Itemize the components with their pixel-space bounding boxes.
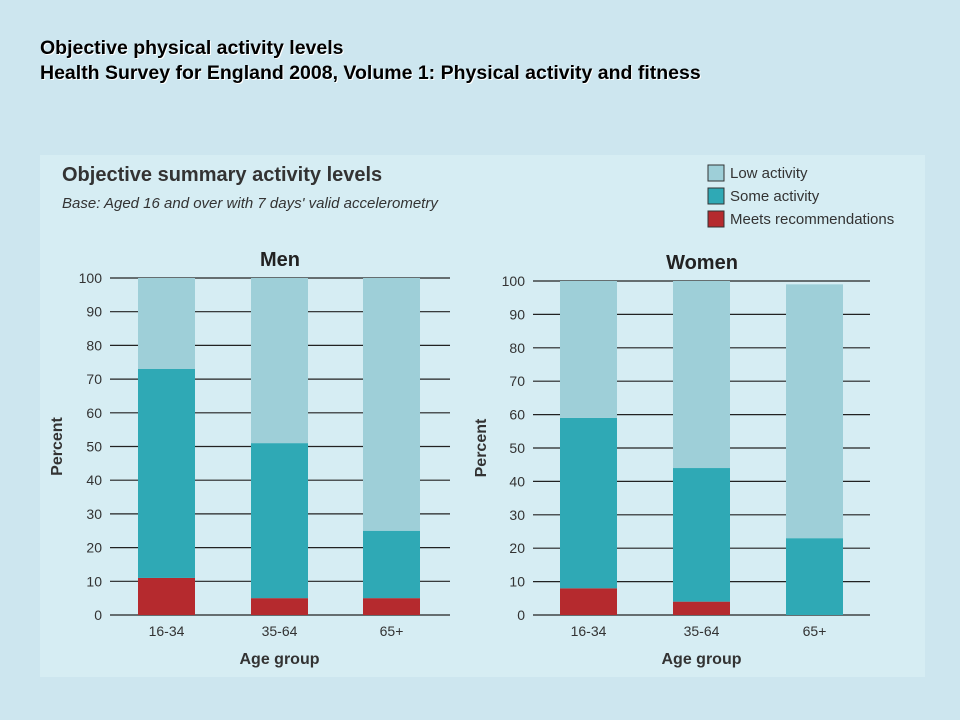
- y-tick-label: 0: [94, 607, 102, 623]
- x-tick-label: 65+: [803, 623, 827, 639]
- bar-segment: [363, 530, 420, 599]
- x-tick-label: 16-34: [571, 623, 607, 639]
- chart-title: Men: [260, 249, 300, 271]
- legend-swatch: [707, 210, 725, 228]
- bar-segment: [673, 281, 730, 469]
- legend-swatch: [707, 187, 725, 205]
- y-axis-label: Percent: [473, 418, 490, 477]
- bar-segment: [560, 588, 617, 615]
- figure-panel: Objective summary activity levels Base: …: [40, 155, 925, 677]
- bar-segment: [673, 601, 730, 615]
- bar-segment: [138, 368, 195, 578]
- bar-segment: [363, 278, 420, 531]
- y-tick-label: 80: [509, 340, 525, 356]
- y-tick-label: 50: [509, 440, 525, 456]
- x-tick-label: 65+: [380, 623, 404, 639]
- y-tick-label: 10: [86, 573, 102, 589]
- y-tick-label: 70: [86, 371, 102, 387]
- bar-segment: [138, 577, 195, 615]
- y-tick-label: 50: [86, 439, 102, 455]
- y-tick-label: 100: [502, 273, 526, 289]
- bar-segment: [138, 278, 195, 369]
- chart-women: Women 0 10 20 30 40 50 60 70 80 90 100 16-34 35-64 65+…: [473, 252, 870, 668]
- figure-subtitle: Base: Aged 16 and over with 7 days' vali…: [62, 195, 439, 212]
- y-tick-label: 90: [509, 306, 525, 322]
- figure-title: Objective summary activity levels: [62, 164, 382, 186]
- y-tick-label: 100: [79, 270, 103, 286]
- y-tick-label: 30: [86, 506, 102, 522]
- y-tick-label: 80: [86, 337, 102, 353]
- slide-title-line-1: Objective physical activity levels: [40, 37, 344, 59]
- figure-svg: Objective summary activity levels Base: …: [49, 164, 894, 668]
- x-tick-label: 35-64: [684, 623, 720, 639]
- legend: Low activity Some activity Meets recommend…: [707, 164, 894, 228]
- bar-segment: [251, 443, 308, 599]
- y-tick-label: 60: [509, 407, 525, 423]
- chart-men: Men 0 10 20 30 40 50 60 70 80 90 100 16-34 35-64 65+ Ag…: [49, 249, 450, 668]
- x-tick-label: 35-64: [262, 623, 298, 639]
- x-tick-label: 16-34: [149, 623, 185, 639]
- legend-swatch: [707, 164, 725, 182]
- legend-label: Low activity: [730, 165, 808, 182]
- y-tick-label: 20: [86, 540, 102, 556]
- bar-segment: [786, 284, 843, 539]
- y-tick-label: 40: [509, 473, 525, 489]
- bar-segment: [560, 281, 617, 418]
- slide-title: Objective physical activity levels Healt…: [40, 36, 701, 86]
- slide-title-line-2: Health Survey for England 2008, Volume 1…: [40, 62, 701, 84]
- y-tick-label: 90: [86, 304, 102, 320]
- bar-segment: [786, 538, 843, 615]
- y-axis-label: Percent: [49, 416, 66, 475]
- y-tick-label: 0: [517, 607, 525, 623]
- bar-segment: [363, 598, 420, 615]
- bar-segment: [251, 598, 308, 615]
- y-tick-label: 10: [509, 574, 525, 590]
- x-axis-label: Age group: [662, 651, 742, 668]
- y-tick-label: 40: [86, 472, 102, 488]
- chart-title: Women: [666, 252, 738, 274]
- y-tick-label: 20: [509, 540, 525, 556]
- bar-segment: [673, 468, 730, 602]
- y-tick-label: 70: [509, 373, 525, 389]
- legend-label: Meets recommendations: [730, 211, 894, 228]
- y-tick-label: 60: [86, 405, 102, 421]
- bar-segment: [560, 417, 617, 589]
- legend-label: Some activity: [730, 188, 820, 205]
- y-tick-label: 30: [509, 507, 525, 523]
- x-axis-label: Age group: [240, 651, 320, 668]
- bar-segment: [251, 278, 308, 444]
